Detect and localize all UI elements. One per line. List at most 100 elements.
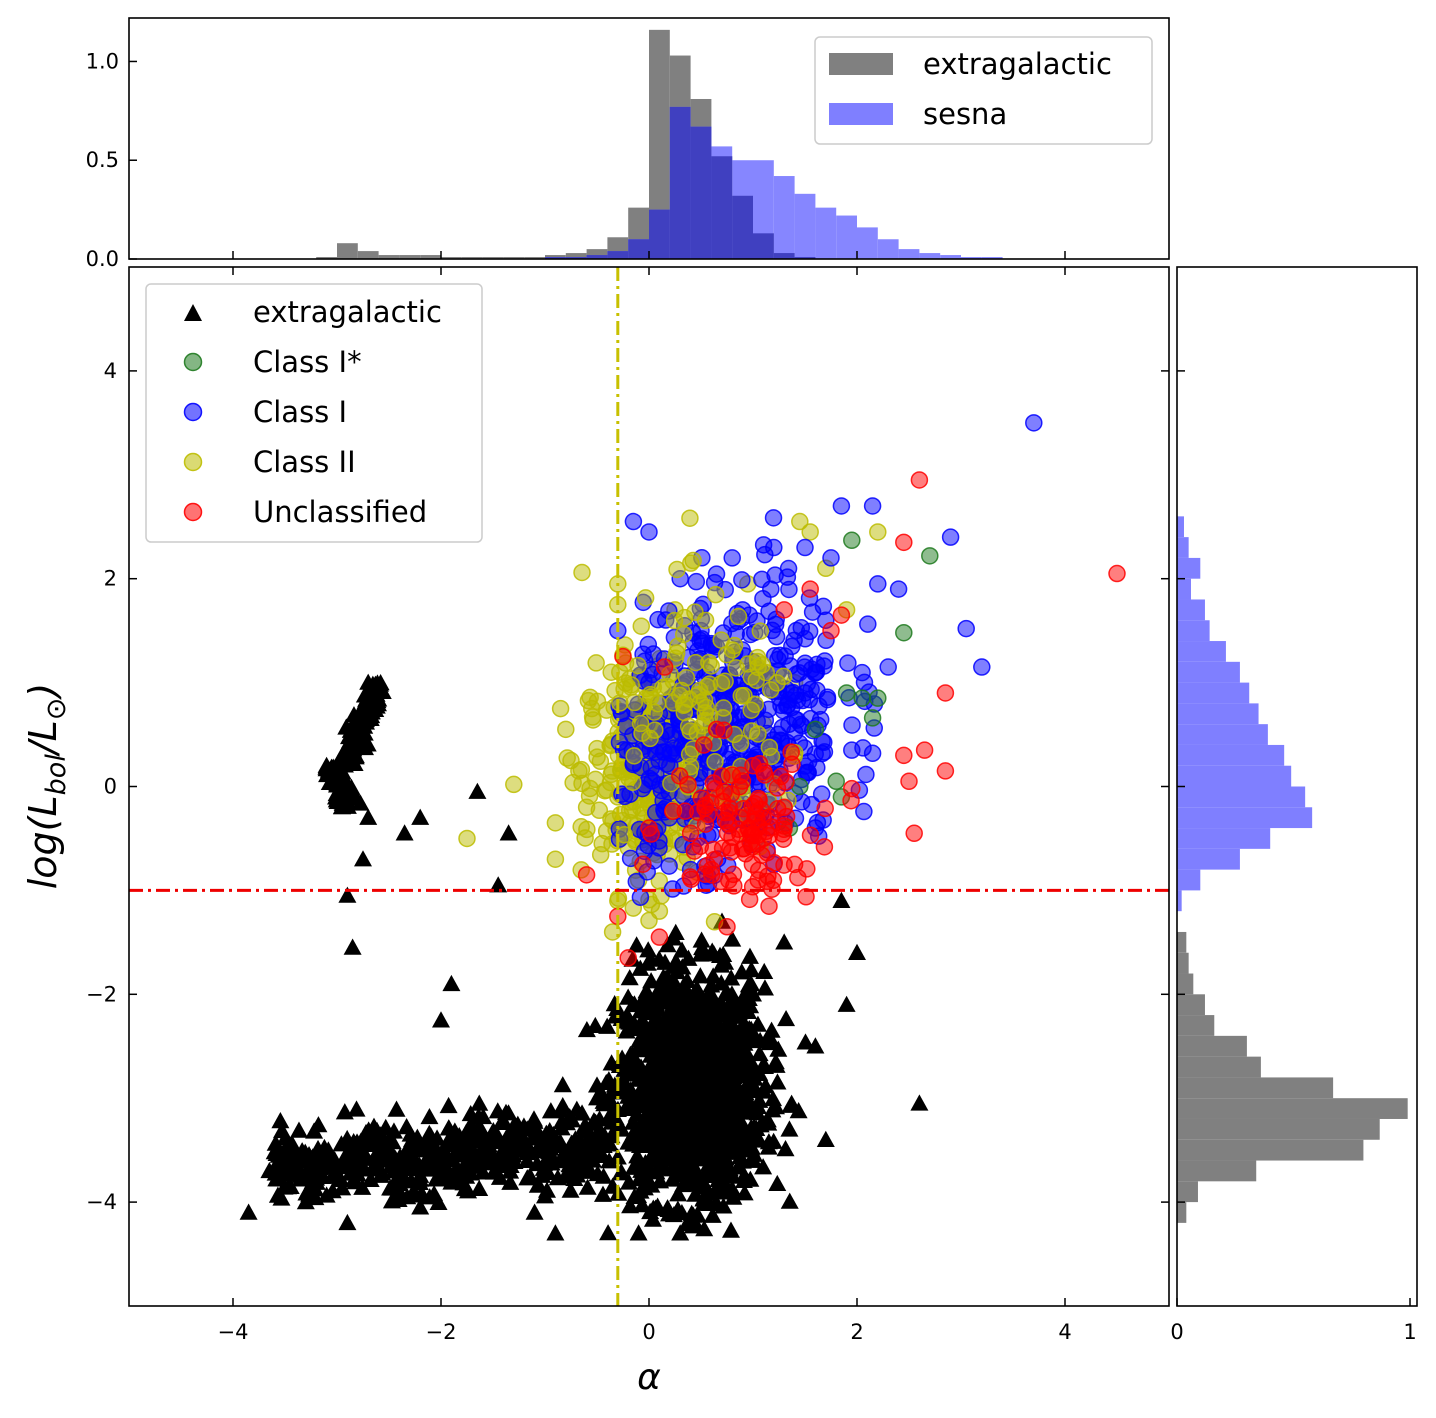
extragalactic-point [588, 1089, 606, 1106]
extragalactic-point [762, 1021, 781, 1038]
right-hist-bar-sesna [1177, 620, 1210, 642]
extragalactic-point [685, 1046, 704, 1064]
right-hist-bar-sesna [1177, 786, 1306, 808]
extragalactic-point [629, 1224, 648, 1241]
extragalactic-point [768, 1174, 787, 1192]
extragalactic-point [716, 1149, 735, 1166]
extragalactic-point [527, 1128, 546, 1146]
class-ii-point [551, 699, 570, 718]
class-ii-point [686, 603, 704, 621]
top-hist-bar-sesna [877, 239, 899, 259]
class-ii-point [761, 681, 780, 699]
x-tick-label: −2 [426, 1320, 457, 1344]
right-hist-bar-extragalactic [1177, 931, 1187, 953]
extragalactic-point [266, 1134, 285, 1151]
extragalactic-point [456, 1143, 475, 1160]
extragalactic-point [434, 1140, 453, 1157]
extragalactic-point [470, 1094, 489, 1111]
extragalactic-point [764, 1089, 783, 1107]
extragalactic-point [742, 1023, 761, 1040]
extragalactic-point [745, 1069, 764, 1086]
top-hist-overlap-bar [669, 106, 691, 259]
class-i-point [879, 658, 897, 676]
extragalactic-point [568, 1166, 587, 1183]
right-hist-bar-sesna [1177, 807, 1313, 829]
class-ii-point [681, 757, 700, 776]
extragalactic-point [333, 793, 352, 810]
class-ii-point [674, 625, 693, 644]
class-ii-point [505, 775, 523, 794]
class-i-point [832, 497, 851, 515]
extragalactic-point [705, 1029, 724, 1046]
extragalactic-point [695, 1220, 714, 1237]
extragalactic-point [741, 974, 760, 992]
extragalactic-point [608, 1148, 627, 1165]
class-ii-point [654, 678, 672, 697]
extragalactic-point [660, 1037, 679, 1054]
class-i-point [839, 654, 857, 672]
unclassified-point [936, 684, 955, 702]
top-hist-overlap-bar [711, 156, 733, 259]
extragalactic-point [656, 1108, 675, 1125]
extragalactic-point [295, 1166, 314, 1183]
class-ii-point [645, 703, 663, 721]
extragalactic-point [577, 1020, 596, 1038]
top-hist-bar-sesna [815, 207, 837, 259]
extragalactic-point [351, 794, 370, 811]
top-hist-overlap-bar [753, 233, 774, 259]
extragalactic-point [406, 1186, 425, 1203]
top-hist-bar-sesna [794, 193, 816, 259]
extragalactic-point [674, 1175, 693, 1193]
extragalactic-point [584, 1114, 603, 1131]
top-legend: extragalactic sesna [814, 36, 1153, 145]
extragalactic-point [411, 1166, 430, 1183]
class-i-point [640, 523, 658, 541]
top-hist-bar-extragalactic [649, 29, 670, 259]
unclassified-point [718, 824, 737, 842]
unclassified-point [733, 772, 752, 790]
extragalactic-point [538, 1152, 557, 1169]
class-ii-point [564, 773, 582, 792]
extragalactic-point [695, 1050, 714, 1067]
extragalactic-point [766, 1098, 785, 1115]
right-hist-bar-sesna [1177, 724, 1268, 745]
unclassified-point [761, 808, 779, 826]
extragalactic-point [744, 985, 762, 1002]
extragalactic-point [780, 1192, 799, 1209]
top-hist-overlap-bar [773, 253, 795, 259]
unclassified-point [832, 606, 851, 624]
class-ii-point [700, 675, 719, 693]
right-hist-bar-sesna [1177, 765, 1292, 787]
top-histogram-ticks: 0.0 0.5 1.0 [86, 49, 1066, 271]
class-ii-point [625, 693, 644, 712]
extragalactic-point [735, 1184, 754, 1201]
right-hist-bar-extragalactic [1177, 1160, 1257, 1182]
class-i-point [843, 741, 861, 759]
main-legend: extragalactic Class I* Class I Class II … [145, 283, 483, 543]
extragalactic-point [548, 1136, 567, 1153]
extragalactic-point [704, 1126, 723, 1143]
extragalactic-point [681, 1215, 700, 1232]
extragalactic-point [548, 1169, 567, 1186]
extragalactic-point [423, 1133, 442, 1150]
extragalactic-point [581, 1162, 600, 1179]
class-i-point [863, 744, 882, 763]
extragalactic-point [354, 850, 372, 867]
extragalactic-point [528, 1142, 547, 1159]
extragalactic-point [369, 690, 388, 707]
class-ii-point [636, 589, 655, 607]
extragalactic-point [387, 1100, 406, 1117]
extragalactic-point [596, 1133, 615, 1151]
extragalactic-point [632, 1058, 651, 1075]
extragalactic-point [721, 1221, 740, 1238]
class-i-point [754, 589, 772, 608]
top-histogram-panel: 0.0 0.5 1.0 extragalactic sesna [86, 17, 1170, 271]
extragalactic-point [685, 1080, 704, 1098]
right-xtick-label: 1 [1403, 1320, 1416, 1344]
unclassified-point [744, 756, 762, 775]
extragalactic-point [616, 1099, 635, 1116]
extragalactic-point [682, 1145, 701, 1162]
y-axis-label: log(Lbol/L⊙) [21, 683, 72, 890]
extragalactic-point [669, 1185, 688, 1202]
extragalactic-point [499, 824, 518, 841]
